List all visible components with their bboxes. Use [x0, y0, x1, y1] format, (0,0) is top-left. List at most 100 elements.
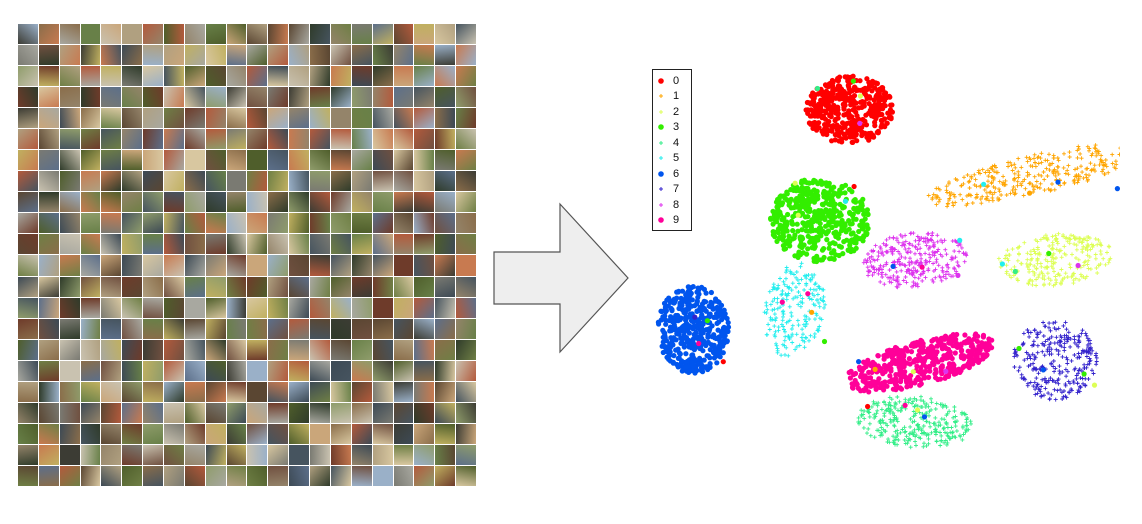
point-4	[862, 409, 867, 413]
mosaic-tile	[414, 87, 435, 108]
point-8	[909, 268, 914, 273]
mosaic-tile	[393, 171, 414, 192]
point-7	[1013, 350, 1018, 355]
point-5	[802, 339, 807, 344]
point-0	[851, 93, 858, 99]
point-6	[689, 355, 695, 361]
mosaic-tile	[435, 87, 456, 108]
point-1	[1019, 183, 1024, 188]
point-1	[986, 174, 991, 179]
mosaic-tile	[184, 45, 205, 66]
point-4	[892, 413, 897, 418]
point-0	[851, 134, 857, 140]
mosaic-tile	[289, 402, 310, 423]
point-1	[999, 193, 1004, 197]
cluster-7	[1012, 320, 1099, 402]
point-1	[978, 171, 983, 176]
point-5	[790, 281, 795, 286]
point-2	[1106, 260, 1111, 265]
point-9	[948, 368, 954, 374]
mosaic-tile	[414, 45, 435, 66]
point-8	[857, 120, 863, 126]
point-9	[805, 291, 811, 297]
point-2	[1103, 262, 1108, 267]
point-8	[950, 239, 955, 243]
mosaic-tile	[393, 423, 414, 444]
point-4	[893, 435, 898, 440]
point-3	[827, 211, 833, 218]
point-7	[1068, 344, 1073, 349]
point-1	[953, 177, 958, 181]
point-8	[956, 263, 960, 268]
mosaic-tile	[372, 150, 393, 171]
mosaic-tile	[122, 192, 143, 213]
point-6	[703, 290, 709, 296]
point-8	[901, 278, 906, 283]
legend-marker-8	[659, 202, 663, 207]
mosaic-tile	[372, 381, 393, 402]
point-5	[784, 293, 789, 298]
mosaic-tile	[101, 192, 122, 213]
point-5	[794, 285, 798, 290]
point-6	[706, 327, 712, 333]
mosaic-tile	[226, 381, 247, 402]
point-9	[853, 380, 860, 386]
mosaic-tile	[393, 360, 414, 381]
point-4	[924, 419, 929, 424]
point-3	[850, 213, 856, 219]
point-0	[872, 102, 879, 108]
point-7	[1047, 325, 1051, 330]
point-5	[784, 270, 788, 275]
point-4	[934, 439, 939, 444]
point-4	[904, 434, 909, 439]
point-5	[812, 282, 817, 287]
point-7	[1077, 340, 1082, 345]
point-4	[933, 415, 938, 420]
point-2	[1077, 236, 1082, 241]
point-7	[1040, 377, 1045, 382]
point-4	[868, 433, 873, 438]
point-5	[781, 279, 786, 284]
mosaic-tile	[122, 234, 143, 255]
point-2	[1026, 281, 1031, 286]
point-9	[943, 345, 949, 351]
point-9	[980, 334, 986, 340]
mosaic-tile	[393, 24, 414, 45]
point-2	[1045, 235, 1050, 240]
mosaic-tile	[268, 444, 289, 465]
point-4	[960, 437, 965, 442]
point-5	[767, 289, 772, 294]
point-4	[919, 404, 923, 409]
point-7	[1081, 381, 1085, 386]
mosaic-tile	[59, 276, 80, 297]
point-4	[927, 420, 932, 425]
point-9	[917, 355, 923, 361]
point-1	[1015, 183, 1020, 188]
point-8	[943, 247, 948, 252]
point-3	[772, 234, 778, 240]
point-7	[1076, 388, 1081, 393]
point-7	[1027, 334, 1032, 339]
point-6	[669, 319, 676, 325]
point-4	[953, 424, 958, 429]
point-9	[933, 351, 939, 358]
point-0	[822, 108, 828, 114]
mosaic-tile	[247, 402, 268, 423]
point-9	[938, 368, 944, 374]
point-9	[985, 347, 991, 353]
point-7	[1071, 379, 1076, 384]
point-5	[783, 352, 787, 357]
point-7	[1082, 349, 1087, 354]
mosaic-tile	[205, 171, 226, 192]
point-7	[1015, 353, 1020, 358]
mosaic-tile	[18, 234, 38, 255]
point-1	[948, 193, 953, 198]
point-2	[1028, 252, 1033, 257]
mosaic-tile	[247, 234, 268, 255]
mosaic-tile	[310, 339, 330, 360]
point-1	[966, 180, 971, 184]
mosaic-tile	[164, 423, 184, 444]
point-0	[822, 131, 828, 137]
mosaic-tile	[289, 360, 310, 381]
point-1	[1027, 190, 1033, 196]
